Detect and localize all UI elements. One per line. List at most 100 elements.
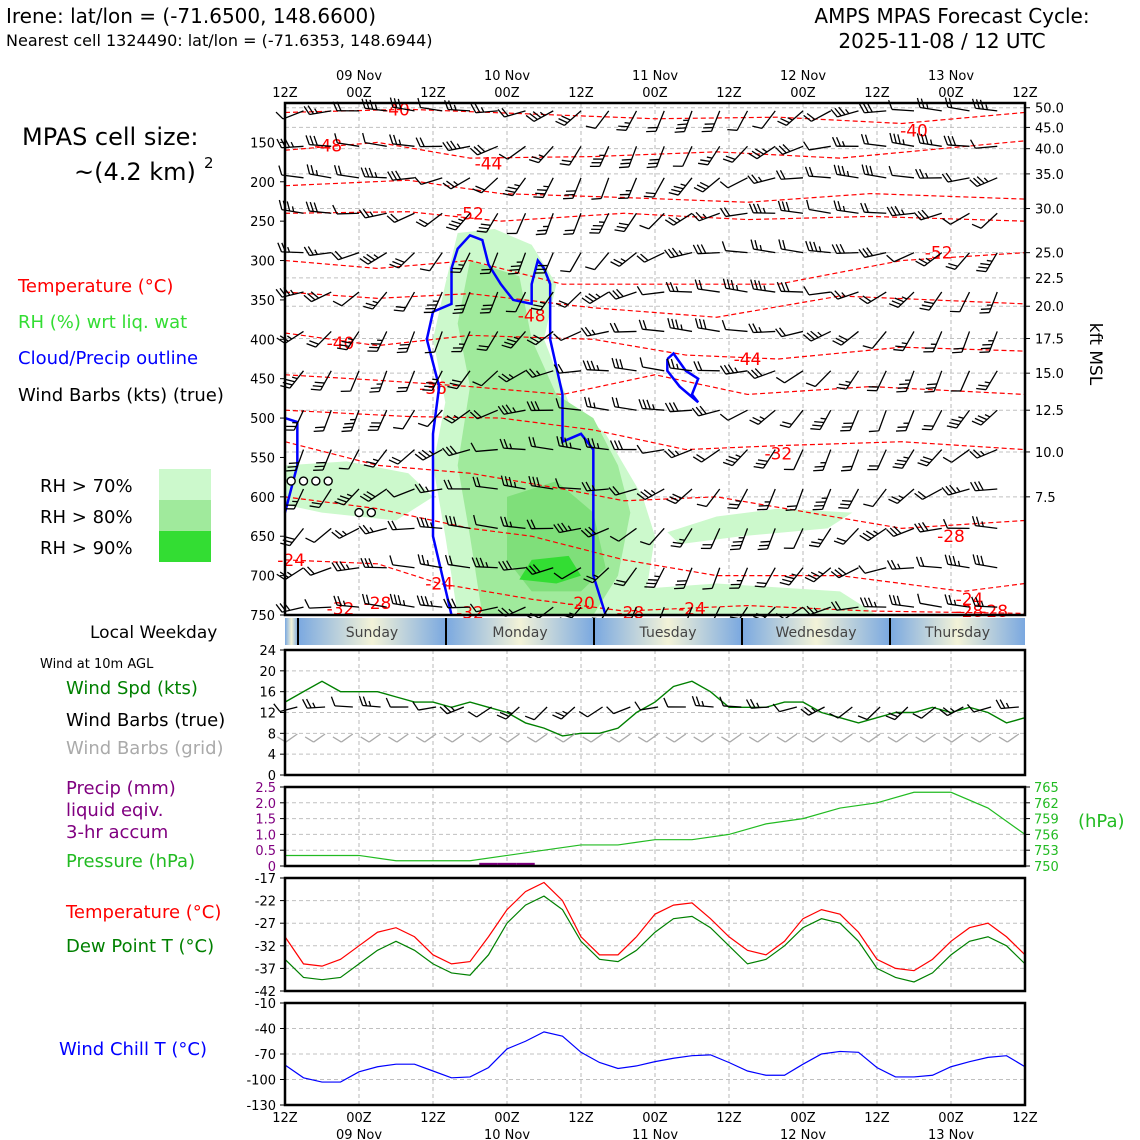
wind-barb bbox=[969, 139, 998, 149]
wind-barb bbox=[666, 358, 693, 372]
wind-barb-flag bbox=[508, 272, 518, 275]
wind-barb-flag bbox=[276, 337, 286, 344]
wind-barb bbox=[666, 488, 693, 505]
wind-barb-flag bbox=[867, 468, 878, 471]
wind-barb-half bbox=[818, 246, 822, 252]
legend-temperature: Temperature (°C) bbox=[17, 276, 173, 297]
wind-barb-half bbox=[762, 148, 768, 153]
wind-barb-flag bbox=[498, 153, 508, 160]
wind-barb-flag bbox=[748, 203, 754, 214]
wind-barb-flag bbox=[532, 111, 542, 119]
wind-barb-staff bbox=[975, 145, 998, 149]
wind-barb-flag bbox=[692, 244, 699, 254]
wind-barb-flag bbox=[617, 440, 624, 450]
wind-barb-flag bbox=[334, 529, 344, 538]
cell-size-label: MPAS cell size: bbox=[22, 123, 198, 151]
wind-barb-staff bbox=[594, 252, 610, 271]
wind-barb bbox=[583, 437, 609, 451]
wind-barb-flag bbox=[749, 419, 759, 425]
wind-barb-flag bbox=[303, 105, 311, 115]
wind-barb bbox=[563, 213, 582, 235]
wind-barb bbox=[580, 326, 609, 337]
wind-barb-flag bbox=[668, 248, 675, 258]
wind-barb-flag bbox=[945, 485, 953, 495]
wind-barb-flag bbox=[417, 422, 428, 428]
wind-barb bbox=[416, 595, 443, 608]
calm-wind-circle bbox=[323, 476, 333, 486]
wind-barb-flag bbox=[506, 338, 517, 343]
wind-barb-flag bbox=[589, 232, 600, 234]
height-tick-label: 50.0 bbox=[1035, 102, 1064, 117]
wind-barb-flag bbox=[745, 699, 752, 709]
weekday-label: Tuesday bbox=[639, 625, 697, 641]
wind-barb-half bbox=[292, 500, 298, 503]
wind-barb-staff bbox=[313, 733, 326, 743]
wind-barb-flag bbox=[753, 465, 764, 469]
wind-barb-flag bbox=[918, 522, 925, 532]
wind-barb-flag bbox=[620, 162, 631, 165]
wind-barb bbox=[333, 595, 360, 608]
wind-barb-flag bbox=[507, 186, 518, 190]
wind-barb-flag bbox=[469, 603, 477, 613]
wind-barb-flag bbox=[671, 318, 675, 329]
wind-barb-flag bbox=[729, 548, 740, 551]
wind-barb-half bbox=[291, 206, 295, 212]
wind-barb-flag bbox=[752, 125, 763, 130]
wind-barb bbox=[858, 247, 887, 258]
wind-barb bbox=[995, 699, 1019, 710]
wind-barb bbox=[616, 110, 638, 131]
bottom-time-tick-label: 00Z bbox=[346, 1111, 372, 1126]
wind-barb bbox=[836, 370, 860, 390]
wind-barb-flag bbox=[666, 358, 671, 369]
wind-barb-flag bbox=[286, 201, 291, 212]
wind-barb-flag bbox=[525, 114, 535, 122]
wind-barb-staff bbox=[362, 704, 381, 708]
wind-barb-flag bbox=[862, 345, 873, 350]
wind-barb-flag bbox=[668, 217, 678, 224]
wind-barb-flag bbox=[784, 282, 790, 292]
wind-barb-flag bbox=[563, 197, 573, 200]
wind-barb-flag bbox=[467, 711, 477, 718]
wind-barb-half bbox=[569, 442, 572, 449]
wind-barb-flag bbox=[359, 495, 369, 502]
wind-barb-staff bbox=[418, 706, 437, 711]
wind-barb-flag bbox=[949, 422, 960, 426]
wind-barb bbox=[921, 409, 943, 431]
wind-barb bbox=[915, 733, 936, 743]
wind-barb bbox=[970, 481, 998, 492]
wind-barb-flag bbox=[804, 166, 810, 177]
wind-barb-flag bbox=[897, 134, 901, 145]
wind-barb-flag bbox=[672, 402, 679, 412]
wind-barb-flag bbox=[980, 347, 991, 350]
wind-barb bbox=[775, 169, 804, 180]
wind-barb-flag bbox=[526, 401, 532, 411]
wind-barb-flag bbox=[526, 339, 536, 346]
wind-barb bbox=[559, 145, 582, 166]
wind-barb-flag bbox=[313, 469, 324, 471]
wind-barb-flag bbox=[476, 477, 481, 487]
wind-barb-staff bbox=[779, 706, 798, 713]
wind-barb-flag bbox=[830, 291, 839, 300]
wind-barb-flag bbox=[979, 99, 984, 110]
wind-barb-flag bbox=[697, 162, 708, 166]
wind-barb-staff bbox=[973, 706, 992, 713]
wind-barb bbox=[832, 733, 853, 743]
wind-barb-half bbox=[678, 250, 683, 256]
wind-barb-staff bbox=[313, 527, 332, 543]
wind-barb-flag bbox=[924, 390, 935, 393]
wind-barb-flag bbox=[333, 164, 338, 175]
wind-barb-half bbox=[756, 702, 760, 708]
wind-barb-staff bbox=[559, 407, 582, 411]
wind-barb-half bbox=[286, 571, 293, 576]
wind-barb-flag bbox=[886, 206, 893, 216]
wind-barb-flag bbox=[648, 162, 658, 165]
wind-barb bbox=[749, 409, 776, 425]
wind-barb-staff bbox=[533, 706, 548, 721]
wind-barb bbox=[664, 247, 693, 259]
wind-barb bbox=[692, 449, 721, 463]
wind-barb-flag bbox=[923, 301, 934, 305]
wind-barb-flag bbox=[391, 170, 398, 181]
wind-barb-flag bbox=[640, 491, 649, 499]
wind-barb bbox=[924, 370, 943, 393]
wind-barb bbox=[305, 527, 332, 544]
